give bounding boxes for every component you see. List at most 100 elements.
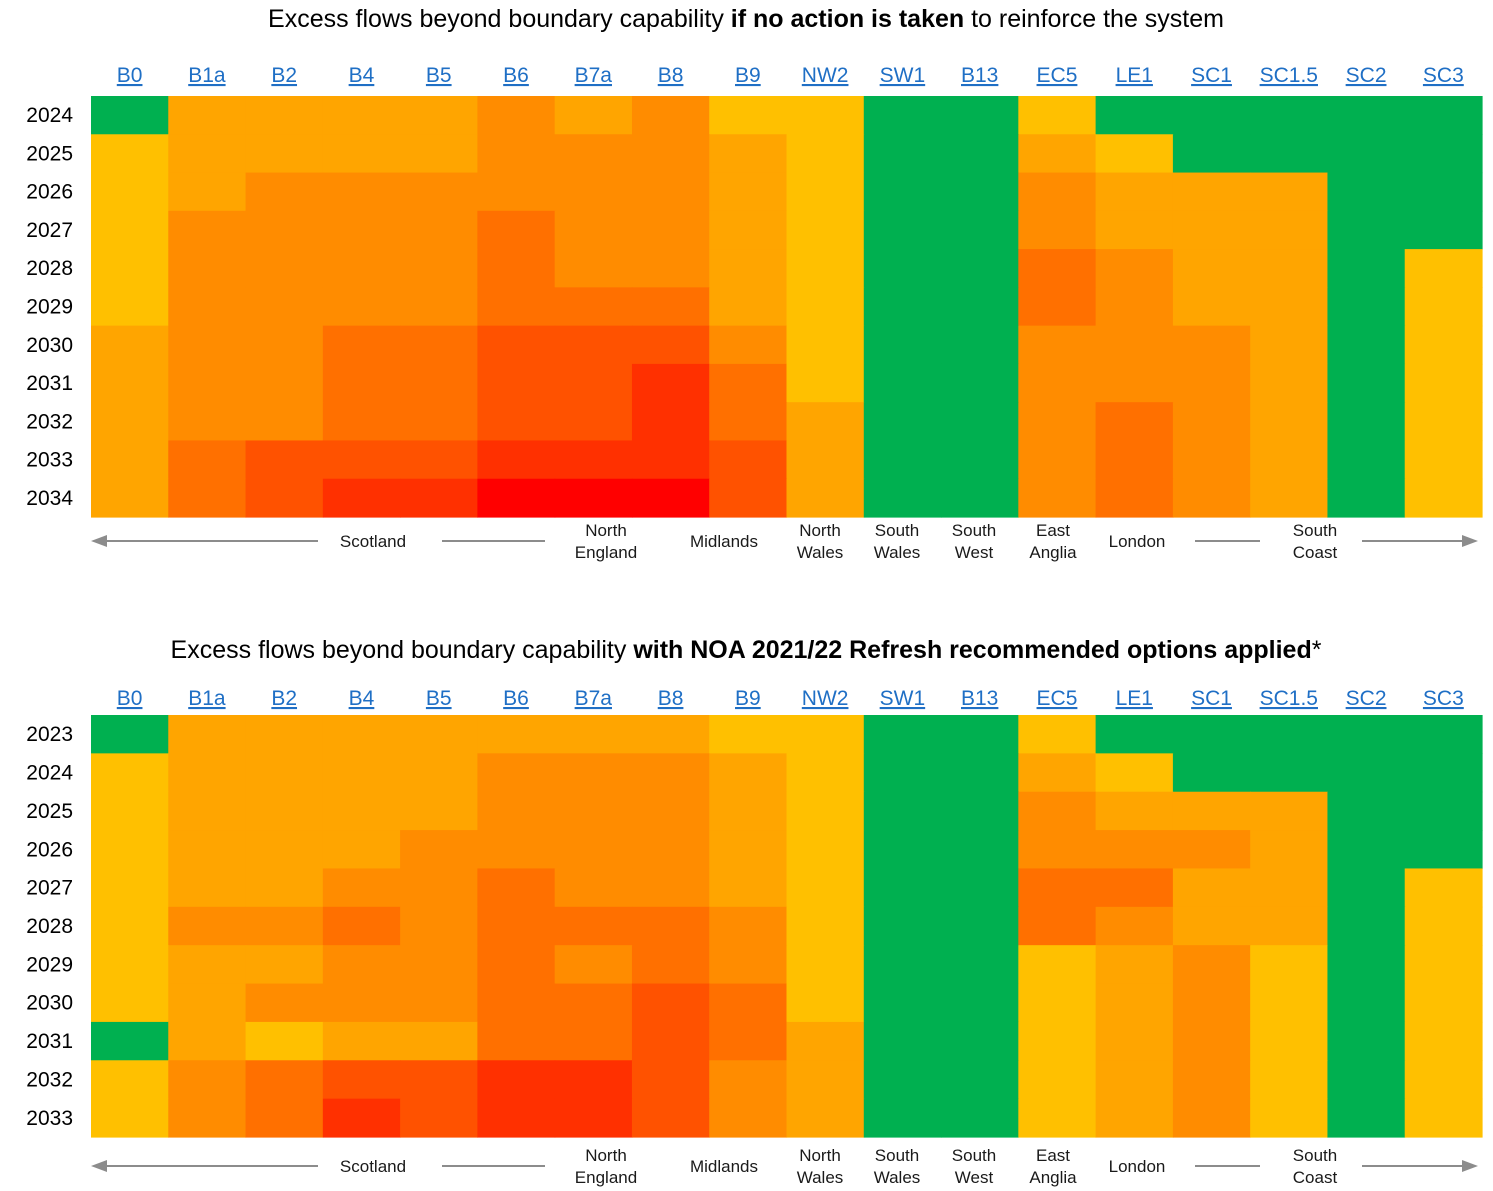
- region-label-line: England: [575, 543, 637, 562]
- column-link-b13[interactable]: B13: [961, 64, 998, 87]
- region-label-line: Wales: [797, 1168, 844, 1187]
- heatmap-cell: [1172, 983, 1251, 1023]
- region-label: South Wales: [874, 521, 921, 562]
- heatmap-cell: [1250, 906, 1329, 946]
- heatmap-cell: [1404, 983, 1483, 1023]
- heatmap-cell: [1172, 906, 1251, 946]
- heatmap-cell: [1250, 1021, 1329, 1061]
- column-link-b1a[interactable]: B1a: [188, 687, 226, 710]
- column-link-sw1[interactable]: SW1: [880, 64, 926, 87]
- column-link-sc3[interactable]: SC3: [1423, 687, 1464, 710]
- column-link-ec5[interactable]: EC5: [1037, 64, 1078, 87]
- column-link-sc2[interactable]: SC2: [1346, 64, 1387, 87]
- heatmap-cell: [709, 478, 788, 518]
- column-link-le1[interactable]: LE1: [1116, 687, 1153, 710]
- heatmap-cell: [168, 134, 247, 174]
- column-link-b2[interactable]: B2: [271, 64, 297, 87]
- column-link-b4[interactable]: B4: [349, 687, 375, 710]
- column-link-b2[interactable]: B2: [271, 687, 297, 710]
- region-label: North Wales: [797, 521, 844, 562]
- row-label-2027: 2027: [26, 877, 73, 900]
- column-link-b5[interactable]: B5: [426, 64, 452, 87]
- heatmap-cell: [168, 249, 247, 288]
- heatmap-cell: [245, 1021, 324, 1061]
- heatmap-cell: [322, 402, 401, 442]
- column-link-b8[interactable]: B8: [658, 687, 684, 710]
- heatmap-cell: [168, 983, 247, 1023]
- heatmap-cell: [245, 753, 324, 793]
- title-part: to reinforce the system: [964, 5, 1224, 33]
- heatmap-cell: [322, 715, 401, 754]
- heatmap-cell: [941, 210, 1019, 250]
- column-link-sc1.5[interactable]: SC1.5: [1260, 64, 1318, 87]
- heatmap-cell: [786, 753, 865, 793]
- heatmap-cell: [941, 1060, 1019, 1100]
- heatmap-cell: [477, 287, 556, 327]
- heatmap-panel-1: Excess flows beyond boundary capability …: [26, 5, 1483, 562]
- heatmap-cell: [168, 868, 247, 908]
- column-link-b6[interactable]: B6: [503, 687, 529, 710]
- region-label: Midlands: [690, 1157, 758, 1176]
- heatmap-cell: [1250, 325, 1329, 365]
- column-link-b7a[interactable]: B7a: [575, 64, 613, 87]
- column-link-sc2[interactable]: SC2: [1346, 687, 1387, 710]
- heatmap-cell: [554, 363, 633, 403]
- column-link-b13[interactable]: B13: [961, 687, 998, 710]
- region-label: North England: [575, 1146, 637, 1187]
- row-label-2028: 2028: [26, 257, 73, 280]
- column-link-b5[interactable]: B5: [426, 687, 452, 710]
- column-link-b0[interactable]: B0: [117, 64, 143, 87]
- heatmap-cell: [1095, 753, 1174, 793]
- heatmap-cell: [631, 753, 710, 793]
- heatmap-cell: [1327, 478, 1406, 518]
- column-link-b9[interactable]: B9: [735, 687, 761, 710]
- heatmap-cell: [554, 325, 633, 365]
- heatmap-cell: [400, 906, 478, 946]
- heatmap-cell: [91, 906, 169, 946]
- column-link-le1[interactable]: LE1: [1116, 64, 1153, 87]
- heatmap-cell: [245, 96, 324, 135]
- heatmap-cell: [1018, 172, 1097, 212]
- heatmap-cell: [1172, 478, 1251, 518]
- heatmap-cell: [1095, 96, 1174, 135]
- heatmap-cell: [709, 363, 788, 403]
- column-link-sw1[interactable]: SW1: [880, 687, 926, 710]
- column-link-sc1.5[interactable]: SC1.5: [1260, 687, 1318, 710]
- heatmap-cell: [168, 830, 247, 870]
- row-label-2027: 2027: [26, 219, 73, 242]
- heatmap-cell: [477, 1060, 556, 1100]
- heatmap-cell: [631, 868, 710, 908]
- heatmap-cell: [1018, 210, 1097, 250]
- heatmap-cell: [709, 715, 788, 754]
- column-link-b7a[interactable]: B7a: [575, 687, 613, 710]
- heatmap-cell: [631, 945, 710, 985]
- heatmap-cell: [631, 210, 710, 250]
- arrow-left-icon: [91, 535, 107, 547]
- column-link-sc3[interactable]: SC3: [1423, 64, 1464, 87]
- heatmap-cell: [91, 402, 169, 442]
- heatmap-cell: [91, 172, 169, 212]
- heatmap-cell: [631, 478, 710, 518]
- column-link-sc1[interactable]: SC1: [1191, 64, 1232, 87]
- heatmap-cell: [631, 172, 710, 212]
- heatmap-cell: [1404, 1021, 1483, 1061]
- column-link-nw2[interactable]: NW2: [802, 64, 849, 87]
- heatmap-cell: [1172, 868, 1251, 908]
- column-link-b0[interactable]: B0: [117, 687, 143, 710]
- column-link-b6[interactable]: B6: [503, 64, 529, 87]
- column-link-sc1[interactable]: SC1: [1191, 687, 1232, 710]
- heatmap-cell: [554, 96, 633, 135]
- region-label: South Coast: [1293, 1146, 1338, 1187]
- heatmap-cell: [1095, 1098, 1174, 1138]
- column-link-b1a[interactable]: B1a: [188, 64, 226, 87]
- column-link-ec5[interactable]: EC5: [1037, 687, 1078, 710]
- row-label-2032: 2032: [26, 1068, 73, 1091]
- column-link-b8[interactable]: B8: [658, 64, 684, 87]
- column-link-nw2[interactable]: NW2: [802, 687, 849, 710]
- heatmap-cell: [709, 830, 788, 870]
- heatmap-cell: [1018, 715, 1097, 754]
- heatmap-cell: [863, 249, 942, 288]
- column-link-b4[interactable]: B4: [349, 64, 375, 87]
- column-link-b9[interactable]: B9: [735, 64, 761, 87]
- heatmap-cell: [168, 478, 247, 518]
